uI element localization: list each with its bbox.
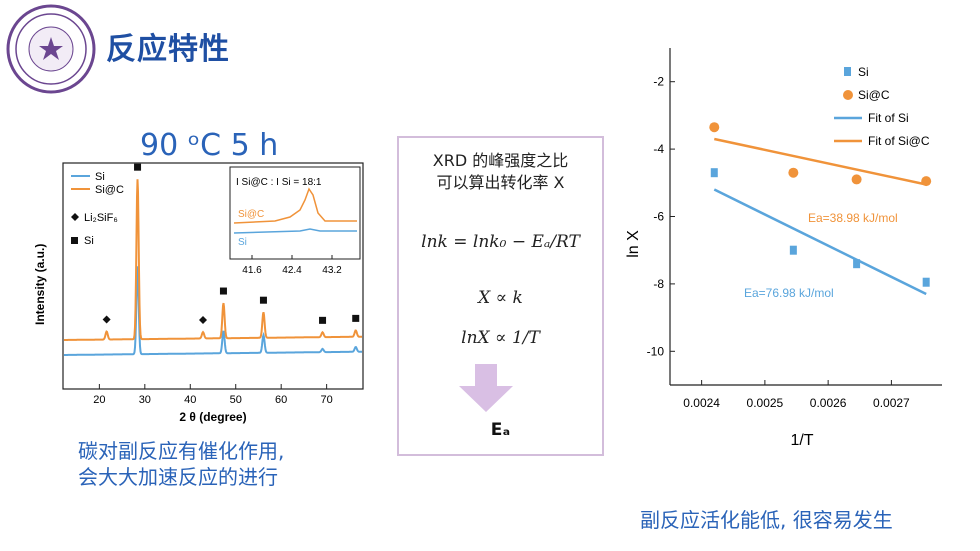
left-caption: 碳对副反应有催化作用, 会大大加速反应的进行 <box>78 438 284 490</box>
y-tick-label: -8 <box>653 277 664 291</box>
si-phase-marker <box>259 296 267 304</box>
arrhenius-chart: ln X -2-4-6-8-10 0.0024 0.0025 0.0026 0.002… <box>625 48 942 449</box>
y-tick-label: -2 <box>653 75 664 89</box>
x-tick-label: 0.0026 <box>810 396 847 410</box>
si-series-line <box>64 266 362 356</box>
xrd-condition-label: 90 ᵒC 5 h <box>140 128 279 163</box>
sic-data-point <box>709 122 720 133</box>
x-ticks: 20 30 40 50 60 70 <box>93 384 333 406</box>
x-tick-label: 60 <box>275 394 287 406</box>
x-tick-label: 0.0024 <box>683 396 720 410</box>
x-tick-label: 50 <box>230 394 242 406</box>
inset-x-tick-label: 42.4 <box>282 265 302 276</box>
legend-diamond-icon <box>71 213 79 221</box>
derivation-intro-line2: 可以算出转化率 X <box>436 173 565 192</box>
plot-frame <box>62 162 364 390</box>
derivation-intro-line1: XRD 的峰强度之比 <box>432 151 569 170</box>
x-ticks: 0.0024 0.0025 0.0026 0.0027 <box>683 380 910 410</box>
derivation-box: XRD 的峰强度之比 可以算出转化率 X lnk = lnk₀ − Eₐ/RT … <box>397 136 604 456</box>
y-tick-label: -6 <box>653 210 664 224</box>
university-logo <box>6 4 96 94</box>
sic-data-point <box>851 174 862 185</box>
si-fit-line <box>713 188 927 296</box>
y-axis-label: Intensity (a.u.) <box>33 244 47 325</box>
si-data-point <box>853 259 861 269</box>
li2sif6-marker <box>102 315 111 324</box>
phase-markers <box>102 163 360 325</box>
star-icon <box>39 37 63 60</box>
si-phase-marker <box>352 314 360 322</box>
left-caption-line1: 碳对副反应有催化作用, <box>78 439 285 463</box>
x-tick-label: 40 <box>184 394 196 406</box>
series-group <box>709 122 932 296</box>
derivation-intro: XRD 的峰强度之比 可以算出转化率 X <box>399 150 602 194</box>
arrhenius-equation: lnk = lnk₀ − Eₐ/RT <box>421 232 580 252</box>
si-ea-annotation: Ea=76.98 kJ/mol <box>744 286 834 300</box>
legend-si-marker <box>844 67 851 76</box>
activation-energy-label: Eₐ <box>490 420 511 440</box>
si-data-point <box>789 245 797 255</box>
x-tick-label: 30 <box>139 394 151 406</box>
legend-si-label: Si <box>95 171 105 183</box>
si-phase-marker <box>219 287 227 295</box>
y-ticks: -2 -4 -6 -8 -10 <box>647 75 675 358</box>
x-tick-label: 0.0027 <box>873 396 910 410</box>
y-tick-label: -4 <box>653 142 664 156</box>
down-arrow-icon <box>459 364 513 412</box>
inset-sic-line <box>233 187 357 224</box>
x-tick-label: 20 <box>93 394 105 406</box>
legend-sic-label: Si@C <box>95 184 124 196</box>
inset-sic-label: Si@C <box>238 209 264 220</box>
inset-x-tick-label: 41.6 <box>242 265 262 276</box>
x-tick-label: 70 <box>321 394 333 406</box>
inset-si-line <box>233 228 357 234</box>
sic-data-point <box>788 167 799 178</box>
legend-fit-si-label: Fit of Si <box>868 111 909 125</box>
sic-ea-annotation: Ea=38.98 kJ/mol <box>808 211 898 225</box>
legend-square-icon <box>71 237 78 244</box>
x-tick-label: 0.0025 <box>747 396 784 410</box>
page-title: 反应特性 <box>106 32 230 67</box>
sic-data-point <box>921 176 932 187</box>
inset-x-tick-label: 43.2 <box>322 265 342 276</box>
li2sif6-marker <box>199 316 207 325</box>
si-data-point <box>922 277 930 287</box>
xrd-chart: Intensity (a.u.) 20 30 40 50 60 70 2 θ (degre… <box>33 162 364 424</box>
legend-sic-marker <box>843 90 853 100</box>
inset-si-label: Si <box>238 237 247 248</box>
legend-si-label: Si <box>858 65 869 79</box>
inset-x-ticks: 41.6 42.4 43.2 <box>242 255 342 276</box>
si-phase-marker <box>319 316 327 324</box>
y-axis-label: ln X <box>625 230 642 258</box>
inset-annotation: I Si@C : I Si = 18:1 <box>236 177 322 188</box>
legend-fit-sic-label: Fit of Si@C <box>868 134 930 148</box>
sic-fit-line <box>714 137 927 186</box>
legend-li2sif6-label: Li₂SiF₆ <box>84 212 118 224</box>
legend-si-phase-label: Si <box>84 235 94 247</box>
y-tick-label: -10 <box>647 344 665 358</box>
si-phase-marker <box>134 163 142 171</box>
legend-sic-label: Si@C <box>858 88 890 102</box>
right-caption: 副反应活化能低, 很容易发生 <box>640 508 893 532</box>
x-axis-label: 2 θ (degree) <box>179 410 246 424</box>
log-proportionality-equation: lnX ∝ 1/T <box>461 328 540 348</box>
proportionality-equation: X ∝ k <box>478 288 523 308</box>
si-data-point <box>710 168 718 178</box>
sic-series-line <box>64 179 362 341</box>
x-axis-label: 1/T <box>790 432 813 449</box>
left-caption-line2: 会大大加速反应的进行 <box>78 465 278 489</box>
